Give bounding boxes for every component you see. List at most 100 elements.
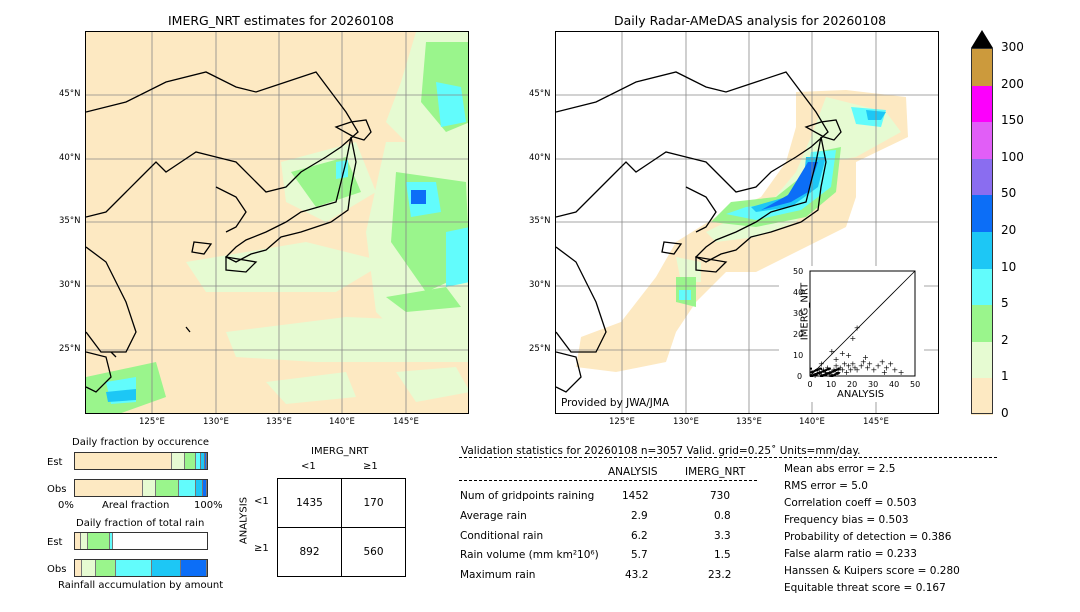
right-lat-tick: 25°N	[529, 344, 551, 354]
scatter-point: +	[850, 359, 857, 368]
right-lon-tick: 125°E	[609, 417, 635, 427]
occurrence-obs-bar	[74, 479, 208, 497]
colorbar-label: 100	[1001, 149, 1024, 164]
validation-divider	[459, 457, 997, 458]
scatter-point	[833, 373, 836, 376]
left-precip-field	[86, 32, 468, 413]
fraction-segment	[201, 453, 205, 469]
stat-imerg: 0.8	[714, 510, 731, 522]
score-line: Probability of detection = 0.386	[784, 531, 952, 543]
right-coastlines	[556, 71, 842, 393]
fraction-segment	[87, 533, 110, 549]
scatter-point	[835, 372, 838, 375]
stat-imerg: 3.3	[714, 530, 731, 542]
scatter-ytick: 20	[793, 330, 803, 339]
scatter-point	[835, 369, 838, 372]
score-line: Mean abs error = 2.5	[784, 463, 896, 475]
scatter-ytick: 10	[793, 351, 803, 360]
scatter-point	[810, 367, 812, 370]
contingency-cell-hit: 560	[341, 527, 406, 577]
colorbar-label: 50	[1001, 186, 1017, 201]
scatter-plot: ++++++++++++++++++++++++++++++++++++++++…	[793, 267, 920, 389]
total-obs-label: Obs	[47, 564, 67, 575]
scatter-point: +	[843, 368, 850, 377]
scatter-point	[815, 369, 818, 372]
occurrence-obs-label: Obs	[47, 484, 67, 495]
scatter-point	[822, 374, 825, 377]
left-lat-tick: 30°N	[59, 280, 81, 290]
stat-analysis: 43.2	[625, 569, 649, 581]
score-line: Hanssen & Kuipers score = 0.280	[784, 565, 960, 577]
stat-label: Average rain	[460, 510, 527, 522]
scatter-point	[825, 369, 828, 372]
colorbar-arrow	[971, 30, 993, 48]
scatter-point: +	[875, 362, 882, 371]
validation-col-analysis: ANALYSIS	[608, 466, 658, 478]
left-lon-tick: 125°E	[139, 417, 165, 427]
scatter-point: +	[845, 362, 852, 371]
left-map-title: IMERG_NRT estimates for 20260108	[168, 13, 395, 28]
scatter-point: +	[858, 362, 865, 371]
fraction-segment	[156, 480, 179, 496]
scatter-point	[836, 368, 839, 371]
stat-analysis: 2.9	[631, 510, 648, 522]
fraction-segment	[204, 453, 207, 469]
fraction-segment	[171, 453, 186, 469]
stat-label: Rain volume (mm km²10⁶)	[460, 549, 599, 561]
left-lat-tick: 45°N	[59, 89, 81, 99]
stat-analysis: 1452	[622, 490, 649, 502]
contingency-row-ge: ≥1	[254, 543, 269, 554]
scatter-point: +	[833, 355, 840, 364]
fraction-segment	[75, 560, 83, 576]
contingency-table: 1435 170 892 560	[277, 478, 406, 577]
total-axis-label: Rainfall accumulation by amount	[58, 580, 224, 591]
scatter-point	[825, 373, 828, 376]
left-lat-tick: 25°N	[59, 344, 81, 354]
scatter-point	[822, 370, 825, 373]
scatter-point	[833, 369, 836, 372]
fraction-segment	[109, 533, 114, 549]
scatter-ytick: 50	[793, 267, 803, 276]
fraction-segment	[185, 453, 197, 469]
scatter-point: +	[871, 366, 878, 375]
scatter-xtick: 50	[910, 380, 920, 389]
stat-label: Num of gridpoints raining	[460, 490, 595, 502]
right-lat-tick: 40°N	[529, 153, 551, 163]
scatter-point: +	[898, 368, 905, 377]
right-map-title: Daily Radar-AMeDAS analysis for 20260108	[614, 13, 887, 28]
scatter-point: +	[887, 359, 894, 368]
total-obs-bar	[74, 559, 208, 577]
scatter-point	[810, 371, 812, 374]
scatter-xtick: 20	[847, 380, 857, 389]
colorbar-label: 0	[1001, 406, 1009, 420]
scatter-point	[832, 374, 835, 377]
total-rain-title: Daily fraction of total rain	[76, 518, 205, 529]
contingency-col-ge: ≥1	[363, 461, 378, 472]
right-lat-tick: 30°N	[529, 280, 551, 290]
scatter-point: +	[862, 353, 869, 362]
fraction-segment	[115, 560, 152, 576]
contingency-col-lt: <1	[301, 461, 316, 472]
scatter-point: +	[845, 351, 852, 360]
scatter-point	[827, 372, 830, 375]
scatter-point: +	[839, 349, 846, 358]
right-lon-tick: 130°E	[673, 417, 699, 427]
colorbar-label: 20	[1001, 223, 1017, 237]
right-lat-tick: 45°N	[529, 89, 551, 99]
scatter-point: +	[852, 364, 859, 373]
scatter-point: +	[839, 366, 846, 375]
left-lon-tick: 135°E	[266, 417, 292, 427]
scatter-point	[828, 372, 831, 375]
scatter-diagonal	[809, 270, 916, 377]
left-lon-tick: 130°E	[203, 417, 229, 427]
occurrence-est-label: Est	[47, 457, 63, 468]
scatter-point: +	[883, 364, 890, 373]
score-line: Correlation coeff = 0.503	[784, 497, 917, 509]
scatter-point	[816, 369, 819, 372]
scatter-xtick: 40	[889, 380, 899, 389]
scatter-point: +	[854, 324, 861, 333]
colorbar-label: 10	[1001, 259, 1017, 274]
contingency-cell-hit-miss: 1435	[277, 478, 342, 528]
fraction-segment	[196, 453, 202, 469]
scatter-point	[831, 370, 834, 373]
